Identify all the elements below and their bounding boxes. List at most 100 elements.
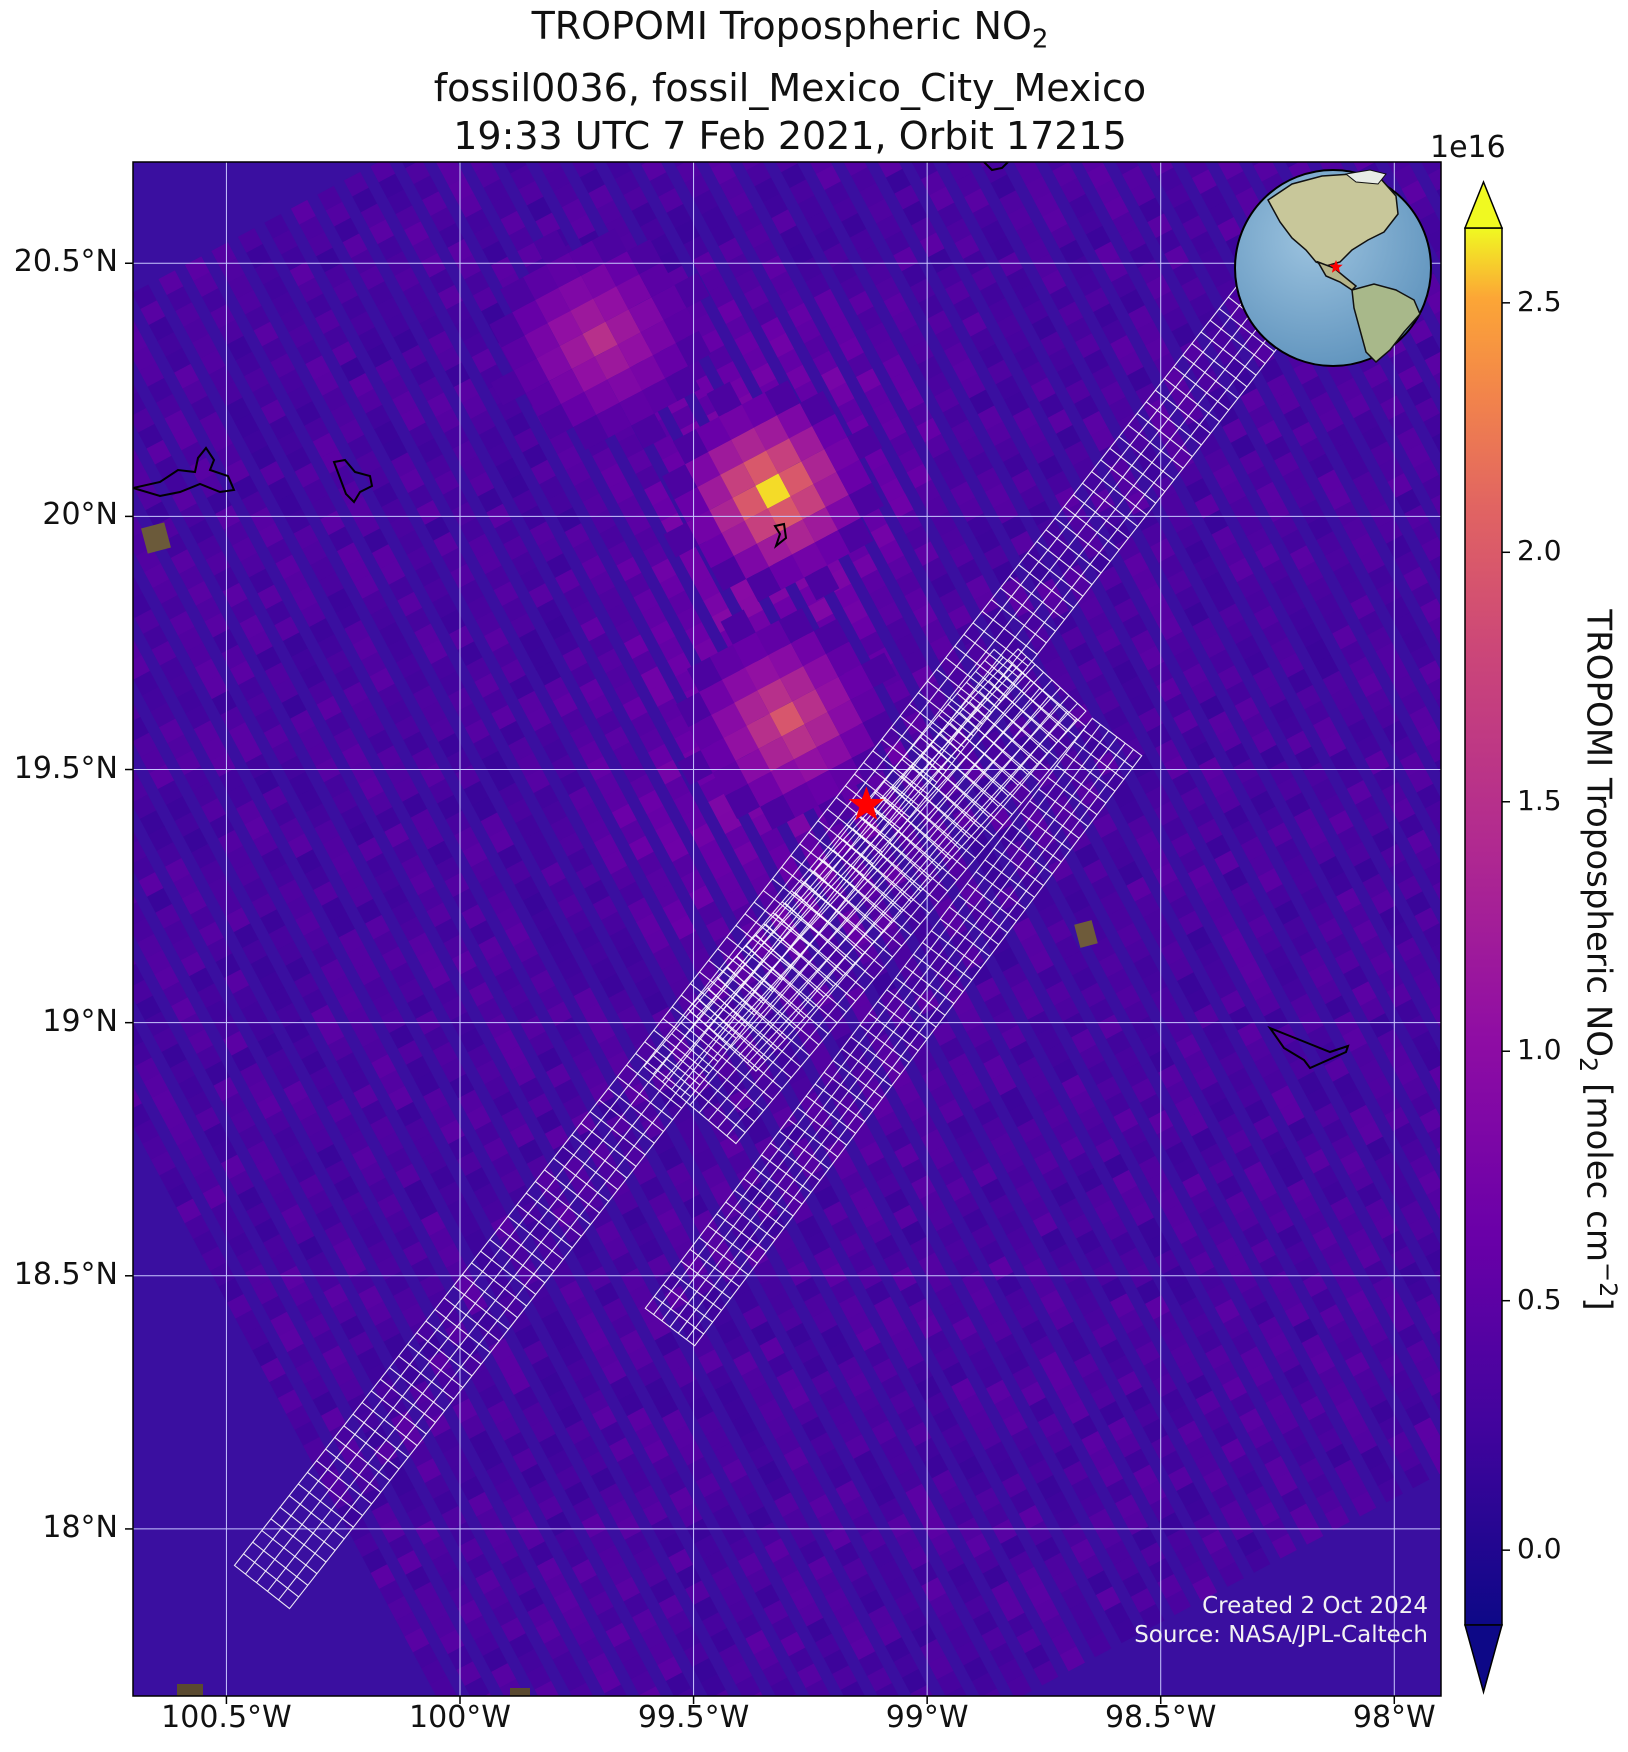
no2-pixel	[897, 509, 923, 535]
no2-pixel	[878, 1049, 904, 1075]
no2-pixel	[1352, 471, 1378, 497]
no2-pixel	[1414, 907, 1440, 933]
no2-pixel	[839, 1294, 865, 1320]
no2-pixel	[1039, 1351, 1065, 1377]
no2-pixel	[965, 574, 992, 601]
no2-pixel	[1297, 623, 1323, 649]
no2-pixel	[969, 389, 995, 415]
no2-pixel	[229, 660, 256, 686]
no2-pixel	[1238, 511, 1264, 537]
footprint-swath-line	[1173, 366, 1230, 411]
footprint-swath-line	[662, 1044, 755, 1123]
no2-pixel	[1348, 1166, 1374, 1192]
no2-pixel	[1313, 716, 1339, 742]
no2-pixel	[1341, 131, 1366, 156]
no2-pixel	[329, 464, 355, 490]
no2-pixel	[217, 381, 243, 407]
no2-pixel	[600, 1421, 626, 1447]
no2-pixel	[1346, 1290, 1372, 1316]
no2-pixel	[188, 519, 214, 545]
no2-pixel	[704, 1488, 730, 1514]
no2-pixel	[993, 1457, 1019, 1483]
no2-pixel	[1395, 489, 1422, 515]
no2-pixel	[371, 1502, 397, 1528]
no2-pixel	[174, 363, 200, 390]
no2-pixel	[739, 1490, 765, 1516]
no2-pixel	[1281, 1487, 1307, 1513]
no2-pixel	[1424, 1309, 1441, 1335]
no2-pixel	[788, 1647, 814, 1673]
no2-pixel	[585, 1266, 612, 1292]
no2-pixel	[562, 646, 588, 672]
no2-pixel	[1115, 536, 1141, 562]
no2-pixel	[156, 842, 182, 868]
hotspot-pixel	[545, 252, 582, 288]
no2-pixel	[386, 251, 412, 277]
no2-pixel	[1053, 548, 1079, 574]
no2-pixel	[609, 1437, 635, 1463]
no2-pixel	[1061, 1074, 1087, 1100]
footprint-swath-line	[389, 1367, 445, 1412]
no2-pixel	[983, 1054, 1009, 1081]
no2-pixel	[180, 951, 206, 977]
no2-pixel	[1094, 1199, 1120, 1225]
no2-pixel	[1018, 1056, 1044, 1082]
no2-pixel	[857, 306, 883, 332]
no2-pixel	[1149, 1048, 1175, 1074]
no2-pixel	[880, 1436, 906, 1462]
no2-pixel	[912, 162, 938, 181]
no2-pixel	[463, 332, 489, 358]
no2-pixel	[1060, 688, 1086, 714]
no2-pixel	[659, 126, 684, 151]
no2-pixel	[458, 1537, 484, 1563]
no2-pixel	[1190, 231, 1216, 257]
no2-pixel	[571, 600, 598, 627]
no2-pixel	[203, 674, 229, 700]
hotspot-pixel	[804, 565, 840, 601]
hotspot-pixel	[826, 641, 862, 677]
no2-pixel	[842, 162, 868, 177]
footprint-swath-line	[380, 1378, 436, 1423]
no2-pixel	[1098, 952, 1124, 978]
no2-pixel	[1187, 416, 1213, 442]
no2-pixel	[888, 1451, 914, 1478]
no2-pixel	[1319, 1304, 1345, 1330]
no2-pixel	[1292, 870, 1318, 896]
no2-pixel	[981, 1626, 1007, 1652]
footprint-swath-line	[1000, 587, 1056, 632]
no2-pixel	[170, 1059, 196, 1085]
no2-pixel	[801, 1416, 827, 1442]
no2-pixel	[841, 1619, 867, 1645]
no2-pixel	[395, 715, 421, 741]
no2-pixel	[1214, 1298, 1240, 1324]
no2-pixel	[474, 1121, 501, 1147]
no2-pixel	[1378, 967, 1404, 993]
no2-pixel	[1041, 269, 1067, 295]
no2-pixel	[1060, 1584, 1087, 1610]
no2-pixel	[522, 443, 548, 469]
no2-pixel	[1268, 760, 1294, 786]
no2-pixel	[160, 656, 186, 682]
no2-pixel	[1438, 1016, 1441, 1042]
no2-pixel	[337, 990, 363, 1016]
footprint-swath-line	[990, 599, 1047, 644]
no2-pixel	[593, 1343, 619, 1370]
no2-pixel	[1295, 1194, 1321, 1220]
no2-pixel	[1043, 656, 1069, 682]
footprint-swath-line	[680, 1022, 774, 1101]
no2-pixel	[1244, 1099, 1270, 1125]
no2-pixel	[461, 904, 487, 930]
no2-pixel	[747, 1506, 773, 1532]
no2-pixel	[420, 1211, 446, 1237]
no2-pixel	[1360, 997, 1386, 1023]
no2-pixel	[565, 971, 591, 997]
no2-pixel	[511, 1061, 537, 1087]
no2-pixel	[418, 886, 444, 912]
no2-pixel	[1107, 968, 1133, 994]
no2-pixel	[887, 1513, 913, 1539]
no2-pixel	[1368, 117, 1393, 142]
footprint-swath-line	[1065, 753, 1116, 792]
footprint-swath-line	[954, 645, 1011, 690]
no2-pixel	[624, 125, 649, 150]
no2-pixel	[1308, 963, 1334, 989]
